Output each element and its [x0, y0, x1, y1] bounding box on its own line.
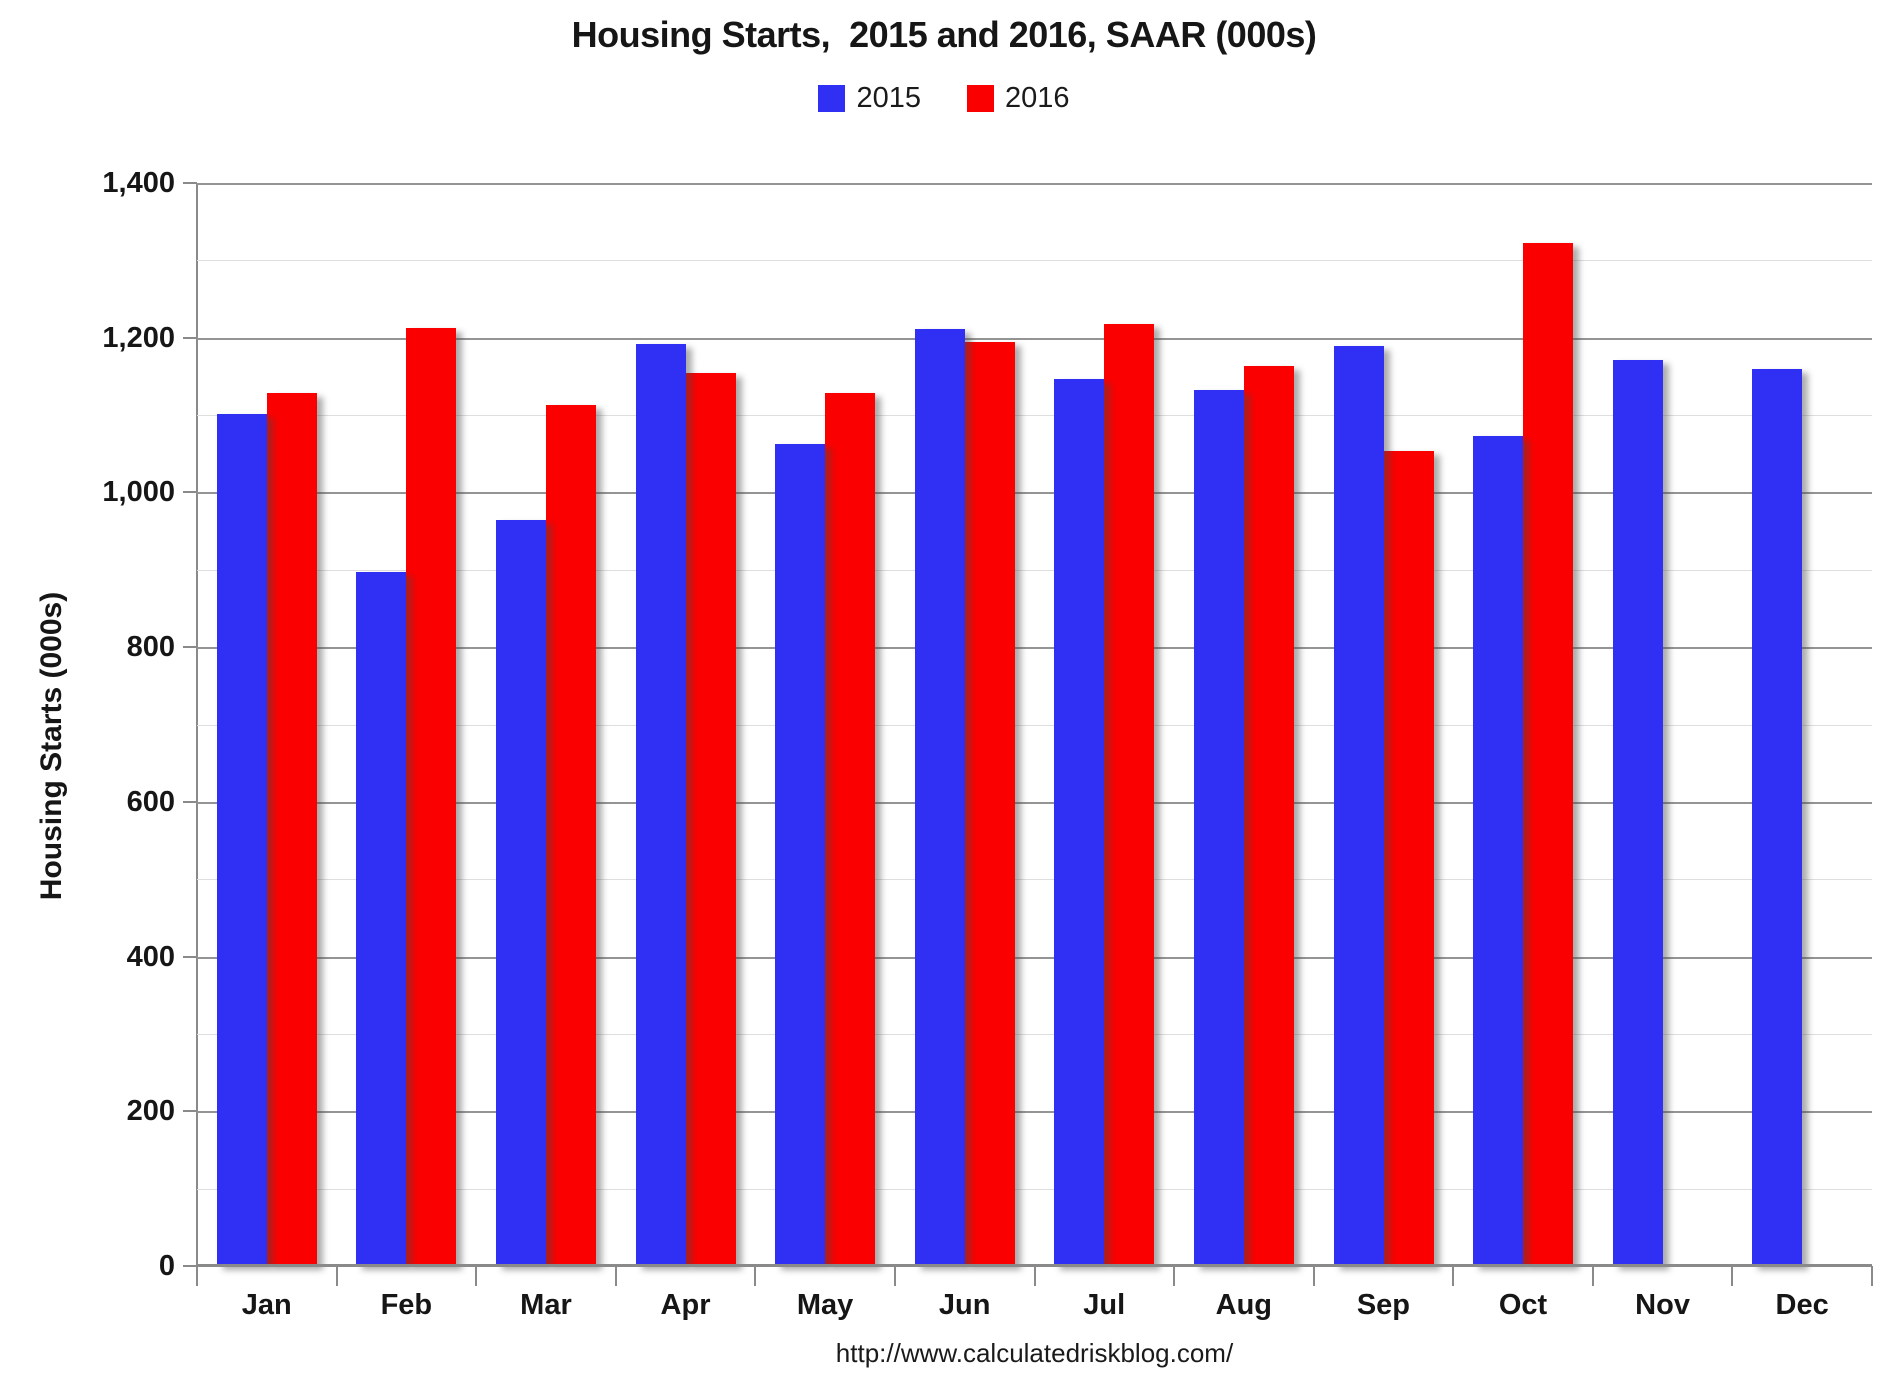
x-tick-1: [335, 1266, 338, 1286]
x-tick-2: [475, 1266, 478, 1286]
x-tick-8: [1312, 1266, 1315, 1286]
bar-2016-oct: [1523, 243, 1573, 1266]
major-gridline-800: [197, 647, 1872, 650]
x-tick-10: [1591, 1266, 1594, 1286]
y-tick-label-1400: 1,400: [102, 167, 175, 199]
plot-area: [196, 183, 1872, 1267]
month-label-oct: Oct: [1498, 1289, 1548, 1321]
bar-2015-jul: [1054, 379, 1105, 1266]
major-gridline-1200: [197, 337, 1872, 340]
month-label-nov: Nov: [1635, 1289, 1690, 1321]
x-tick-4: [754, 1266, 757, 1286]
bar-2015-jan: [216, 414, 267, 1266]
month-label-dec: Dec: [1775, 1289, 1829, 1321]
x-tick-0: [196, 1266, 198, 1286]
bar-2016-jan: [266, 393, 317, 1266]
major-gridline-1400: [197, 183, 1872, 185]
bar-2016-feb: [406, 328, 457, 1266]
y-tick-label-600: 600: [126, 785, 175, 818]
y-tick-200: [183, 1110, 197, 1113]
bar-2016-mar: [546, 405, 596, 1266]
legend-item-2015: 2015: [818, 82, 921, 115]
x-tick-12: [1871, 1266, 1873, 1286]
bar-2016-jun: [964, 342, 1015, 1266]
month-label-feb: Feb: [380, 1289, 433, 1321]
bar-2015-jun: [914, 329, 965, 1266]
minor-gridline-500: [197, 879, 1872, 881]
y-tick-label-1200: 1,200: [102, 321, 175, 354]
legend: 2015 2016: [0, 82, 1888, 115]
major-gridline-600: [197, 801, 1872, 804]
y-tick-label-0: 0: [158, 1250, 175, 1282]
bar-2015-apr: [635, 344, 686, 1266]
y-tick-label-800: 800: [126, 631, 175, 664]
x-axis-labels: Jan Feb Mar Apr May Jun Jul Aug Sep Oct Nov Dec: [197, 1289, 1872, 1322]
legend-label-2015: 2015: [856, 82, 921, 114]
bar-2016-may: [825, 393, 876, 1266]
bar-2015-may: [775, 444, 826, 1266]
bar-2016-jul: [1104, 324, 1155, 1266]
y-tick-400: [183, 955, 197, 958]
major-gridline-200: [197, 1111, 1872, 1114]
legend-label-2016: 2016: [1005, 82, 1070, 114]
month-label-mar: Mar: [520, 1289, 572, 1321]
month-label-aug: Aug: [1215, 1289, 1273, 1321]
x-axis-line: [197, 1264, 1872, 1267]
y-tick-1000: [183, 491, 197, 494]
bar-2016-apr: [685, 373, 736, 1266]
y-tick-600: [183, 800, 197, 803]
major-gridline-400: [197, 956, 1872, 959]
y-tick-label-400: 400: [126, 940, 175, 973]
x-tick-6: [1033, 1266, 1036, 1286]
minor-gridline-900: [197, 569, 1872, 571]
month-label-jun: Jun: [938, 1289, 991, 1321]
bar-2016-aug: [1243, 366, 1294, 1266]
x-tick-3: [614, 1266, 617, 1286]
minor-gridline-1100: [197, 415, 1872, 417]
y-tick-0: [183, 1265, 197, 1267]
x-tick-11: [1731, 1266, 1734, 1286]
legend-swatch-2016-icon: [967, 85, 994, 112]
minor-gridline-100: [197, 1188, 1872, 1190]
bar-2015-sep: [1333, 346, 1384, 1266]
legend-item-2016: 2016: [967, 82, 1070, 115]
bar-2015-oct: [1473, 436, 1523, 1266]
month-label-jul: Jul: [1083, 1289, 1126, 1321]
y-tick-1400: [183, 182, 197, 184]
y-tick-label-200: 200: [126, 1095, 175, 1128]
bar-2015-nov: [1612, 360, 1663, 1266]
x-tick-9: [1452, 1266, 1455, 1286]
month-label-jan: Jan: [241, 1289, 292, 1321]
major-gridline-1000: [197, 492, 1872, 495]
month-label-may: May: [796, 1289, 854, 1321]
month-label-sep: Sep: [1356, 1289, 1410, 1321]
chart-title: Housing Starts, 2015 and 2016, SAAR (000…: [571, 14, 1317, 55]
bar-2015-mar: [496, 520, 546, 1266]
x-tick-7: [1173, 1266, 1176, 1286]
bar-2016-sep: [1383, 451, 1434, 1266]
minor-gridline-1300: [197, 260, 1872, 262]
bar-2015-feb: [356, 572, 407, 1266]
bar-2015-aug: [1193, 390, 1244, 1266]
y-tick-800: [183, 646, 197, 649]
minor-gridline-300: [197, 1033, 1872, 1035]
legend-swatch-2015-icon: [818, 85, 846, 112]
bar-2015-dec: [1752, 369, 1803, 1266]
source-url: http://www.calculatedriskblog.com/: [835, 1338, 1234, 1368]
y-tick-label-1000: 1,000: [102, 476, 175, 509]
month-label-apr: Apr: [660, 1289, 711, 1321]
minor-gridline-700: [197, 724, 1872, 726]
x-tick-5: [893, 1266, 896, 1286]
y-tick-1200: [183, 336, 197, 339]
